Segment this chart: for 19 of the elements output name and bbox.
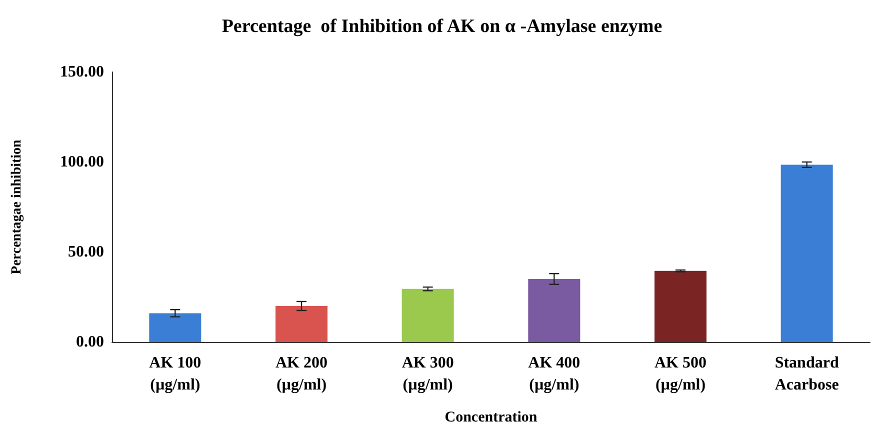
bar [402,288,454,342]
y-tick-label: 100.00 [60,154,104,170]
bar [276,306,328,342]
y-axis-title: Percentagae inhibition [10,139,24,274]
x-tick-label: Standard Acarbose [774,354,839,394]
x-tick-label: AK 400 (µg/ml) [528,354,580,394]
bar [528,279,580,342]
y-tick-label: 50.00 [68,244,104,260]
bar [780,164,833,342]
bar [149,313,202,342]
x-axis-title: Concentration [444,410,538,426]
x-tick-label: AK 100 (µg/ml) [149,354,202,394]
bar [654,270,706,342]
x-tick-label: AK 200 (µg/ml) [276,354,328,394]
x-tick-label: AK 300 (µg/ml) [402,354,454,394]
chart-title: Percentage of Inhibition of AK on α -Amylase enzyme [222,16,662,37]
y-tick-label: 0.00 [76,334,104,350]
x-tick-label: AK 500 (µg/ml) [654,354,706,394]
y-tick-label: 150.00 [60,64,104,80]
